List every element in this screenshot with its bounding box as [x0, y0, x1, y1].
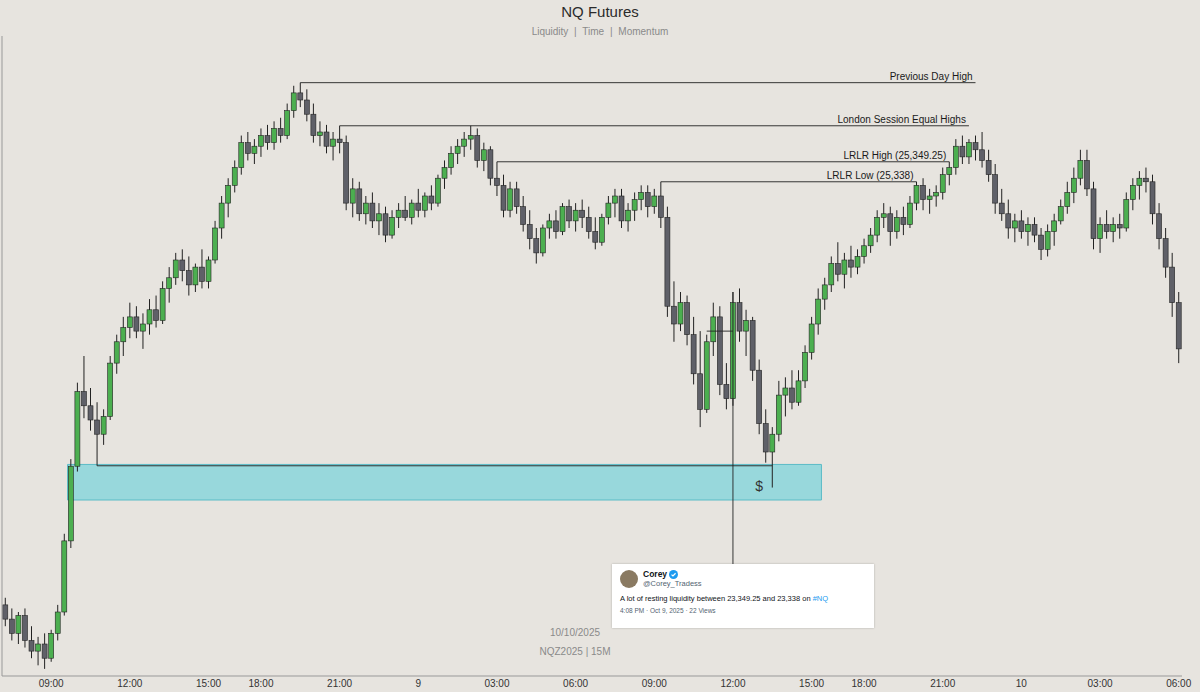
svg-text:21:00: 21:00 — [327, 678, 352, 689]
svg-text:03:00: 03:00 — [1088, 678, 1113, 689]
svg-text:18:00: 18:00 — [852, 678, 877, 689]
svg-text:06:00: 06:00 — [563, 678, 588, 689]
svg-text:09:00: 09:00 — [39, 678, 64, 689]
html-text:NQ Futures: NQ Futures — [561, 3, 639, 20]
html-text:10/10/2025: 10/10/2025 — [550, 627, 600, 638]
svg-text:09:00: 09:00 — [642, 678, 667, 689]
svg-text:06:00: 06:00 — [1166, 678, 1191, 689]
html-text:4:08 PM · Oct 9, 2025 · 22 Vie: 4:08 PM · Oct 9, 2025 · 22 Views — [620, 607, 716, 614]
svg-text:LRLR Low (25,338): LRLR Low (25,338) — [827, 170, 914, 181]
svg-text:$: $ — [755, 478, 763, 494]
svg-text:18:00: 18:00 — [248, 678, 273, 689]
svg-text:LRLR High (25,349.25): LRLR High (25,349.25) — [843, 150, 946, 161]
svg-text:12:00: 12:00 — [117, 678, 142, 689]
svg-text:10: 10 — [1016, 678, 1028, 689]
svg-text:21:00: 21:00 — [930, 678, 955, 689]
svg-text:15:00: 15:00 — [799, 678, 824, 689]
svg-text:15:00: 15:00 — [196, 678, 221, 689]
svg-text:03:00: 03:00 — [484, 678, 509, 689]
html-text:@Corey_Tradess: @Corey_Tradess — [643, 579, 702, 588]
svg-text:12:00: 12:00 — [720, 678, 745, 689]
html-text:Corey: Corey — [643, 569, 668, 579]
html-text:Liquidity | Time | Momentum: Liquidity | Time | Momentum — [531, 26, 669, 37]
svg-text:London Session Equal Highs: London Session Equal Highs — [838, 114, 966, 125]
html-text:NQZ2025 | 15M: NQZ2025 | 15M — [539, 646, 611, 657]
svg-text:9: 9 — [415, 678, 421, 689]
svg-text:Previous Day High: Previous Day High — [890, 71, 973, 82]
html-text:A lot of resting liquidity bet: A lot of resting liquidity between 23,34… — [620, 594, 829, 603]
